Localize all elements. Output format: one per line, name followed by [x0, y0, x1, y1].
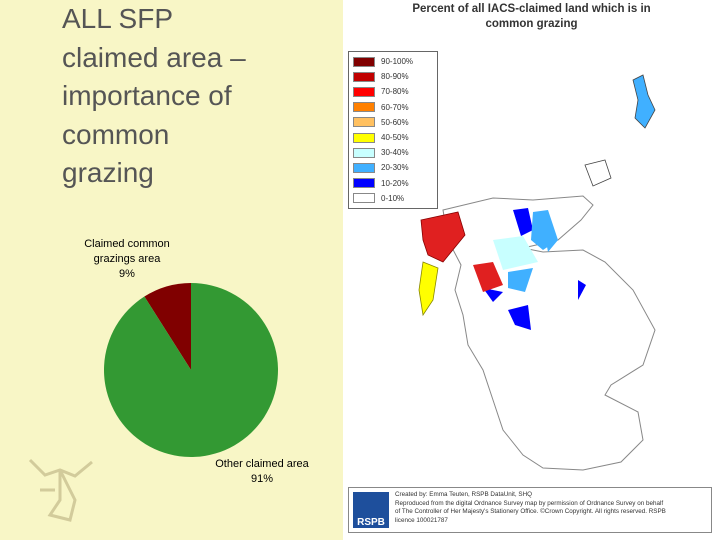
region-red	[420, 211, 466, 263]
title-line: ALL SFP	[62, 3, 174, 34]
legend-swatch	[353, 162, 375, 173]
legend-label: 60-70%	[381, 102, 409, 112]
legend-label: 50-60%	[381, 117, 409, 127]
credit-text: Created by: Emma Teuten, RSPB DataUnit, …	[395, 491, 666, 525]
legend-label: 70-80%	[381, 87, 409, 97]
legend-row: 40-50%	[349, 130, 437, 145]
legend-row: 10-20%	[349, 176, 437, 191]
title-line: claimed area –	[62, 41, 246, 73]
legend-label: 10-20%	[381, 178, 409, 188]
pie-label-value: 91%	[250, 473, 274, 485]
title-line: common	[62, 118, 170, 150]
pie-label: Claimed common grazings area 9%	[72, 237, 182, 282]
legend-row: 20-30%	[349, 160, 437, 175]
legend-swatch	[353, 102, 375, 113]
credit-line: Created by: Emma Teuten, RSPB DataUnit, …	[395, 491, 533, 498]
legend-swatch	[353, 56, 375, 67]
pie-label: Other claimed area 91%	[197, 457, 327, 487]
pie-chart	[28, 283, 278, 522]
map-title-line: common grazing	[485, 18, 578, 30]
legend-label: 40-50%	[381, 133, 409, 143]
pie-slice	[144, 283, 191, 370]
region-cyan	[493, 236, 538, 270]
map-legend: 90-100% 80-90% 70-80% 60-70% 50-60% 40-50% 30-…	[348, 51, 438, 209]
mainland	[442, 195, 656, 471]
credit-line: of The Controller of Her Majesty's Stati…	[395, 508, 666, 515]
legend-swatch	[353, 132, 375, 143]
legend-swatch	[353, 117, 375, 128]
legend-label: 30-40%	[381, 148, 409, 158]
legend-row: 90-100%	[349, 54, 437, 69]
pie-label-value: 9%	[119, 268, 135, 280]
orkney	[584, 159, 612, 187]
slide-title: ALL SFP claimed area – importance of common…	[62, 0, 246, 193]
legend-row: 70-80%	[349, 84, 437, 99]
legend-label: 80-90%	[381, 72, 409, 82]
map-credits: RSPB Created by: Emma Teuten, RSPB DataU…	[348, 487, 712, 533]
shetland	[632, 74, 656, 129]
legend-label: 20-30%	[381, 163, 409, 173]
deer-logo	[28, 458, 93, 522]
legend-swatch	[353, 147, 375, 158]
pie-slice	[103, 283, 278, 457]
legend-row: 60-70%	[349, 100, 437, 115]
legend-swatch	[353, 86, 375, 97]
legend-label: 0-10%	[381, 193, 405, 203]
legend-row: 50-60%	[349, 115, 437, 130]
map-panel: Percent of all IACS-claimed land which i…	[343, 0, 720, 540]
title-line: grazing	[62, 157, 154, 188]
legend-label: 90-100%	[381, 57, 414, 67]
legend-swatch	[353, 71, 375, 82]
legend-swatch	[353, 178, 375, 189]
pie-label-name: Claimed common grazings area	[84, 238, 170, 265]
credit-line: Reproduced from the digital Ordnance Sur…	[395, 499, 664, 507]
legend-row: 80-90%	[349, 69, 437, 84]
map	[418, 74, 656, 471]
region-yellow	[418, 261, 439, 317]
title-line: importance of	[62, 80, 232, 111]
region-lightblue	[508, 210, 558, 292]
logo: RSPB	[353, 492, 389, 528]
legend-row: 0-10%	[349, 191, 437, 206]
legend-row: 30-40%	[349, 145, 437, 160]
credit-line: licence 100021787	[395, 516, 448, 524]
legend-swatch	[353, 193, 375, 204]
map-title: Percent of all IACS-claimed land which i…	[343, 2, 720, 32]
pie-label-name: Other claimed area	[215, 458, 309, 470]
map-title-line: Percent of all IACS-claimed land which i…	[412, 3, 651, 15]
region-red-skye	[473, 262, 503, 292]
